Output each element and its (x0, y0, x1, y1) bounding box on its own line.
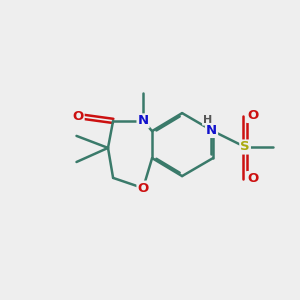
Text: O: O (247, 172, 258, 185)
Text: O: O (72, 110, 84, 123)
Text: S: S (240, 140, 250, 154)
Text: O: O (137, 182, 149, 195)
Text: O: O (247, 109, 258, 122)
Text: N: N (206, 124, 217, 137)
Text: N: N (137, 114, 149, 128)
Text: H: H (203, 115, 212, 125)
